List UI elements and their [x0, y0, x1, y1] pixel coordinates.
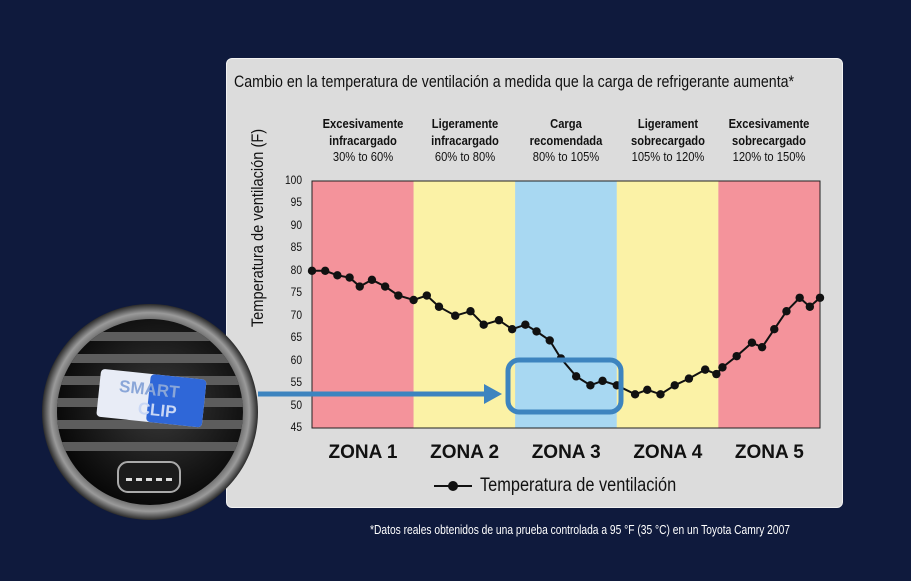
data-point: [805, 302, 815, 311]
zone-band-5: [718, 181, 820, 428]
y-tick-label: 95: [290, 195, 302, 210]
legend-marker: [434, 481, 472, 491]
zone-range: 120% to 150%: [733, 149, 806, 164]
zone-label-1: ZONA 1: [328, 442, 398, 463]
data-point: [656, 390, 665, 399]
data-point: [770, 325, 779, 334]
zone-band-4: [616, 181, 719, 428]
y-tick-label: 100: [284, 173, 302, 187]
data-point: [795, 293, 804, 302]
y-tick-label: 45: [290, 420, 302, 434]
data-point: [479, 320, 488, 329]
data-point: [321, 266, 330, 276]
data-point: [507, 325, 517, 334]
zone-label-5: ZONA 5: [734, 442, 804, 463]
zone-heading-text: Excesivamente: [728, 116, 810, 131]
data-point: [545, 336, 554, 345]
data-point: [466, 307, 475, 316]
zone-heading-text: infracargado: [430, 132, 499, 148]
data-point: [367, 275, 377, 284]
data-point: [757, 342, 767, 352]
zone-heading-2: Ligeramente infracargado 60% to 80%: [421, 116, 509, 166]
zone-range: 80% to 105%: [532, 149, 600, 164]
y-tick-label: 65: [290, 330, 302, 345]
legend-label: Temperatura de ventilación: [480, 475, 677, 496]
footnote: *Datos reales obtenidos de una prueba co…: [370, 523, 790, 537]
series-line: [312, 269, 821, 396]
zone-heading-text: recomendada: [529, 132, 603, 148]
data-point: [643, 385, 652, 395]
pointer-arrow-head: [484, 384, 502, 404]
y-tick-label: 55: [290, 375, 302, 390]
data-point: [409, 295, 418, 305]
data-point: [747, 338, 757, 347]
vent-dial-ticks: [126, 478, 172, 481]
zone-range: 60% to 80%: [434, 149, 495, 164]
data-point: [571, 372, 581, 381]
clip-logo-text: CLIP: [137, 399, 178, 422]
vent-dial: [117, 461, 181, 493]
zone-heading-text: sobrecargado: [732, 132, 807, 148]
zone-heading-text: Ligerament: [637, 116, 698, 131]
data-point: [670, 381, 679, 390]
y-tick-label: 75: [290, 285, 302, 300]
zone-label-4: ZONA 4: [633, 442, 703, 463]
zone-band-2: [413, 181, 516, 428]
y-tick-label: 50: [290, 397, 302, 412]
data-point: [586, 381, 595, 390]
data-point: [521, 320, 530, 329]
data-point: [782, 307, 791, 316]
data-point: [684, 374, 694, 383]
y-tick-label: 90: [290, 217, 302, 232]
data-point: [451, 311, 460, 320]
data-point: [422, 291, 432, 300]
y-tick-label: 60: [290, 352, 302, 367]
data-point: [355, 282, 364, 291]
zone-heading-text: Carga: [550, 116, 583, 131]
data-point: [345, 273, 354, 282]
zone-heading-1: Excesivamente infracargado 30% to 60%: [319, 116, 407, 166]
zone-label-2: ZONA 2: [430, 442, 500, 463]
data-point: [532, 327, 541, 336]
zone-heading-3: Carga recomendada 80% to 105%: [522, 116, 610, 166]
data-point: [732, 351, 741, 361]
y-tick-label: 85: [290, 240, 302, 255]
zone-range: 105% to 120%: [631, 149, 705, 164]
data-point: [494, 316, 504, 325]
car-vent-illustration: SMART CLIP: [42, 304, 258, 520]
data-point: [380, 282, 390, 291]
zone-band-3: [515, 181, 617, 428]
recommended-zone-highlight: [505, 357, 624, 415]
zone-heading-text: Ligeramente: [431, 116, 498, 131]
data-point: [307, 266, 317, 276]
zone-heading-text: sobrecargado: [630, 132, 705, 148]
data-point: [700, 365, 710, 374]
data-point: [598, 376, 607, 386]
zone-range: 30% to 60%: [332, 149, 394, 164]
zone-band-1: [312, 181, 414, 428]
data-point: [434, 302, 444, 311]
y-tick-label: 70: [290, 307, 302, 322]
data-point: [333, 271, 342, 280]
zone-heading-5: Excesivamente sobrecargado 120% to 150%: [726, 116, 814, 166]
zone-label-3: ZONA 3: [531, 442, 601, 463]
data-point: [718, 363, 727, 372]
y-tick-label: 80: [290, 262, 302, 277]
data-point: [630, 390, 640, 399]
legend: Temperatura de ventilación: [434, 474, 708, 498]
smart-clip-device: SMART CLIP: [96, 369, 207, 428]
data-point: [394, 291, 403, 300]
zone-heading-text: Excesivamente: [322, 116, 404, 131]
data-point: [815, 293, 825, 302]
plot-frame: [311, 180, 821, 429]
data-point: [712, 369, 721, 379]
zone-heading-4: Ligerament sobrecargado 105% to 120%: [624, 116, 712, 166]
chart-title: Cambio en la temperatura de ventilación …: [234, 73, 795, 91]
zone-heading-text: infracargado: [329, 132, 397, 148]
